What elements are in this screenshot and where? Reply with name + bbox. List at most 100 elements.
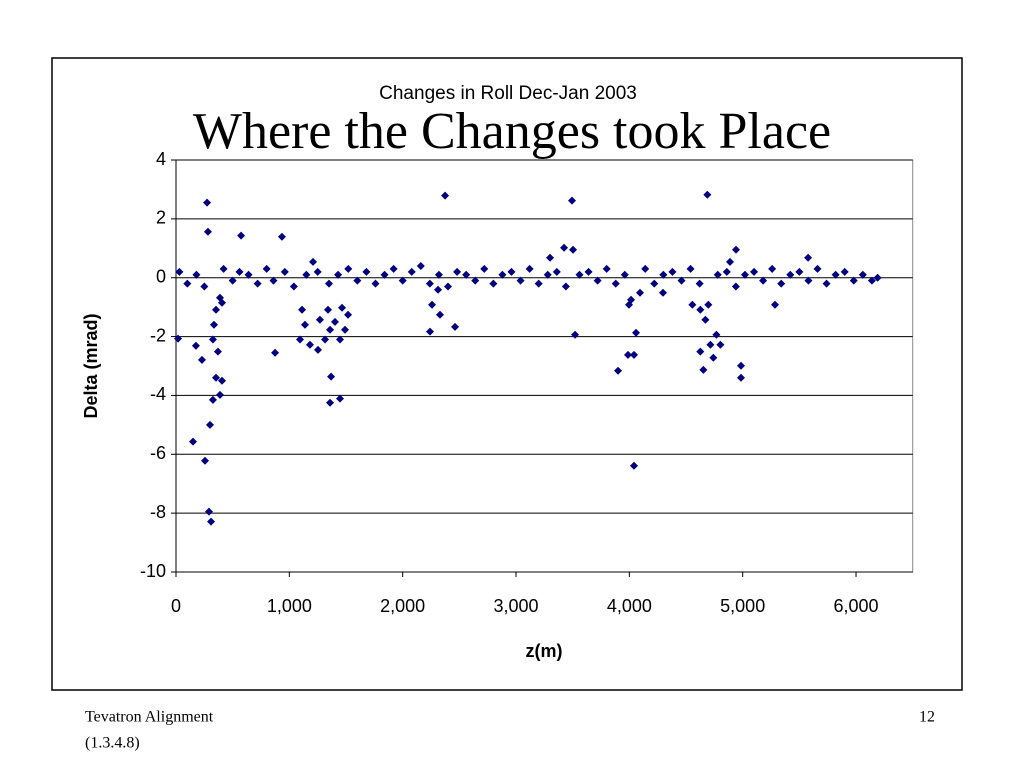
x-axis-label: z(m) (526, 641, 563, 661)
x-tick-label: 6,000 (834, 596, 879, 616)
point (627, 295, 636, 304)
point (305, 340, 314, 349)
point (709, 353, 718, 362)
point (313, 267, 322, 276)
x-tick-label: 0 (171, 596, 181, 616)
point (703, 190, 712, 199)
point (302, 270, 311, 279)
point (434, 270, 443, 279)
point (336, 394, 345, 403)
point (620, 270, 629, 279)
point (298, 305, 307, 314)
point (840, 267, 849, 276)
point (732, 245, 741, 254)
point (636, 288, 645, 297)
y-tick-label: -8 (150, 502, 166, 522)
point (371, 279, 380, 288)
point (777, 279, 786, 288)
x-tick-label: 4,000 (607, 596, 652, 616)
point (218, 298, 227, 307)
point (659, 270, 668, 279)
point (280, 267, 289, 276)
point (688, 300, 697, 309)
point (331, 317, 340, 326)
point (175, 267, 184, 276)
point (759, 276, 768, 285)
point (326, 398, 335, 407)
point (516, 276, 525, 285)
point (701, 315, 710, 324)
point (219, 264, 228, 273)
point (668, 267, 677, 276)
point (209, 320, 218, 329)
y-tick-label: -6 (150, 443, 166, 463)
point (602, 264, 611, 273)
x-tick-label: 5,000 (720, 596, 765, 616)
point (453, 267, 462, 276)
point (338, 303, 347, 312)
point (353, 276, 362, 285)
footer-text: (1.3.4.8) (85, 735, 140, 752)
point (736, 373, 745, 382)
point (207, 517, 216, 526)
point (696, 347, 705, 356)
point (398, 276, 407, 285)
point (208, 335, 217, 344)
point (204, 507, 213, 516)
point (632, 328, 641, 337)
x-tick-label: 2,000 (380, 596, 425, 616)
point (561, 282, 570, 291)
point (659, 288, 668, 297)
plot-area (175, 159, 914, 573)
point (507, 267, 516, 276)
y-tick-label: -10 (140, 561, 166, 581)
point (334, 270, 343, 279)
point (858, 270, 867, 279)
point (271, 348, 280, 357)
point (183, 279, 192, 288)
point (614, 366, 623, 375)
point (389, 264, 398, 273)
point (534, 279, 543, 288)
point (736, 361, 745, 370)
point (525, 264, 534, 273)
y-axis-label: Delta (mrad) (81, 313, 101, 418)
point (813, 264, 822, 273)
point (867, 276, 876, 285)
point (713, 270, 722, 279)
point (546, 253, 555, 262)
point (571, 330, 580, 339)
point (344, 264, 353, 273)
point (262, 264, 271, 273)
point (849, 276, 858, 285)
point (768, 264, 777, 273)
point (699, 365, 708, 374)
point (704, 300, 713, 309)
point (568, 196, 577, 205)
slide-title: Where the Changes took Place (193, 103, 831, 160)
point (174, 334, 183, 343)
point (770, 300, 779, 309)
point (323, 305, 332, 314)
point (200, 282, 209, 291)
point (560, 243, 569, 252)
point (623, 350, 632, 359)
y-tick-label: 4 (156, 149, 166, 169)
point (822, 279, 831, 288)
point (218, 376, 227, 385)
point (498, 270, 507, 279)
point (434, 285, 443, 294)
point (277, 232, 286, 241)
point (314, 345, 323, 354)
point (315, 315, 324, 324)
point (804, 253, 813, 262)
point (327, 372, 336, 381)
point (325, 279, 334, 288)
point (804, 276, 813, 285)
point (441, 191, 450, 200)
point (340, 325, 349, 334)
point (362, 267, 371, 276)
point (295, 335, 304, 344)
point (309, 257, 318, 266)
